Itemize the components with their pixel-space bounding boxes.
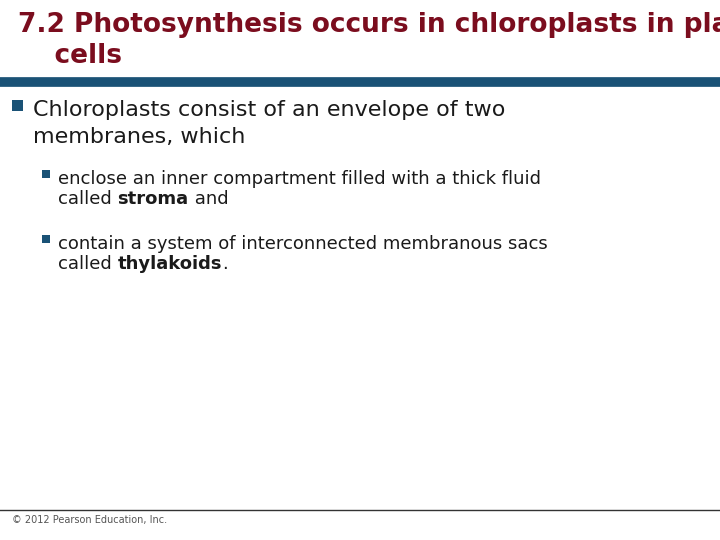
Text: enclose an inner compartment filled with a thick fluid: enclose an inner compartment filled with… <box>58 170 541 188</box>
Text: contain a system of interconnected membranous sacs: contain a system of interconnected membr… <box>58 235 548 253</box>
Bar <box>42 170 50 178</box>
Text: called: called <box>58 190 117 208</box>
Text: Chloroplasts consist of an envelope of two
membranes, which: Chloroplasts consist of an envelope of t… <box>33 100 505 147</box>
Text: stroma: stroma <box>117 190 189 208</box>
Text: 7.2 Photosynthesis occurs in chloroplasts in plant
    cells: 7.2 Photosynthesis occurs in chloroplast… <box>18 12 720 69</box>
Text: called: called <box>58 255 117 273</box>
Text: .: . <box>222 255 228 273</box>
Text: thylakoids: thylakoids <box>117 255 222 273</box>
Text: © 2012 Pearson Education, Inc.: © 2012 Pearson Education, Inc. <box>12 515 167 525</box>
Bar <box>42 235 50 243</box>
Text: and: and <box>189 190 228 208</box>
Bar <box>12 100 23 111</box>
